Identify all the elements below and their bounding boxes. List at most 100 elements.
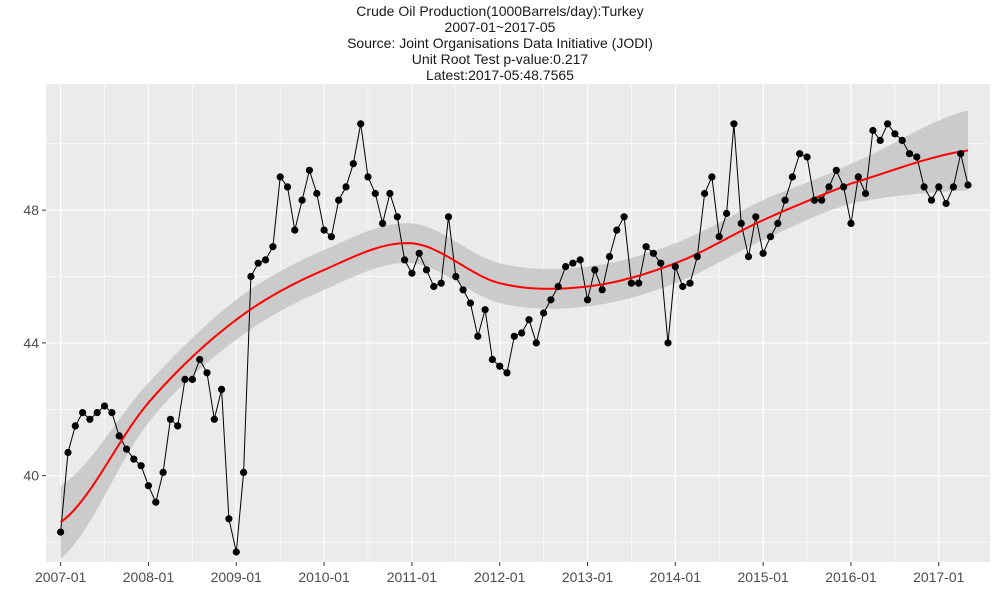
data-point [664, 339, 672, 347]
data-point [166, 415, 174, 423]
data-point [79, 409, 87, 417]
data-point [898, 136, 906, 144]
data-point [100, 402, 109, 410]
data-point [210, 415, 218, 423]
chart-unit-root: Unit Root Test p-value:0.217 [411, 51, 589, 67]
chart-title: Crude Oil Production(1000Barrels/day):Tu… [356, 3, 644, 19]
x-tick-label: 2017-01 [913, 569, 965, 585]
data-point [869, 126, 877, 135]
data-point [942, 199, 950, 208]
data-point [86, 415, 94, 423]
data-point [774, 219, 782, 227]
chart-latest: Latest:2017-05:48.7565 [426, 67, 574, 83]
data-point [818, 196, 826, 204]
data-point [196, 355, 204, 364]
x-tick-label: 2014-01 [650, 569, 702, 585]
x-tick-label: 2015-01 [737, 569, 789, 585]
data-point [137, 462, 145, 470]
data-point [481, 306, 489, 314]
data-point [766, 233, 775, 241]
data-point [444, 213, 453, 221]
data-point [496, 362, 504, 370]
data-point [730, 120, 738, 128]
data-point [174, 422, 182, 430]
x-tick-label: 2009-01 [211, 569, 263, 585]
data-point [583, 296, 592, 304]
x-tick-label: 2007-01 [35, 569, 87, 585]
data-point [64, 448, 72, 457]
data-point [737, 219, 745, 227]
data-point [540, 309, 548, 317]
data-point [313, 189, 321, 198]
data-point [752, 213, 760, 221]
data-point [701, 189, 709, 198]
data-point [218, 385, 226, 393]
data-point [759, 249, 767, 257]
data-point [430, 282, 438, 291]
data-point [408, 269, 416, 277]
data-point [437, 279, 445, 287]
data-point [466, 299, 474, 307]
data-point [854, 173, 862, 181]
data-point [144, 482, 152, 490]
data-point [591, 266, 599, 274]
data-point [525, 316, 533, 324]
data-point [598, 286, 606, 294]
data-point [401, 256, 409, 264]
data-point [225, 515, 233, 523]
data-point [884, 120, 892, 128]
data-point [605, 253, 614, 261]
data-point [488, 355, 496, 364]
data-point [935, 183, 943, 191]
data-point [627, 279, 636, 287]
data-point [357, 120, 365, 128]
data-point [152, 498, 160, 506]
data-point [393, 213, 401, 221]
y-tick-label: 44 [23, 335, 39, 351]
data-point [613, 226, 621, 234]
data-point [379, 219, 387, 227]
data-point [862, 189, 870, 198]
data-point [261, 256, 270, 264]
data-point [657, 259, 665, 267]
data-point [920, 183, 928, 191]
data-point [371, 189, 379, 198]
data-point [686, 279, 694, 287]
data-point [569, 259, 577, 267]
data-point [364, 173, 372, 181]
data-point [452, 272, 460, 281]
data-point [840, 183, 848, 191]
x-tick-label: 2011-01 [387, 569, 438, 585]
data-point [891, 130, 899, 138]
data-point [803, 153, 811, 161]
data-point [964, 181, 972, 189]
data-point [247, 272, 255, 281]
data-point [415, 249, 423, 257]
x-tick-label: 2016-01 [825, 569, 877, 585]
data-point [796, 150, 804, 158]
x-tick-label: 2012-01 [474, 569, 526, 585]
data-point [876, 136, 884, 144]
data-point [291, 226, 299, 234]
data-point [269, 243, 277, 251]
data-point [159, 468, 167, 476]
y-tick-label: 48 [23, 202, 39, 218]
data-point [532, 339, 540, 347]
data-point [810, 196, 819, 204]
data-point [723, 209, 731, 218]
data-point [115, 432, 123, 440]
data-point [642, 243, 650, 251]
data-point [283, 183, 292, 191]
data-point [130, 455, 138, 463]
chart-date-range: 2007-01~2017-05 [444, 19, 556, 35]
data-point [905, 150, 914, 158]
x-tick-label: 2010-01 [298, 569, 350, 585]
x-tick-label: 2008-01 [123, 569, 175, 585]
data-point [847, 219, 855, 227]
data-point [825, 183, 833, 191]
data-point [576, 256, 584, 264]
data-point [386, 189, 394, 198]
data-point [957, 150, 965, 158]
